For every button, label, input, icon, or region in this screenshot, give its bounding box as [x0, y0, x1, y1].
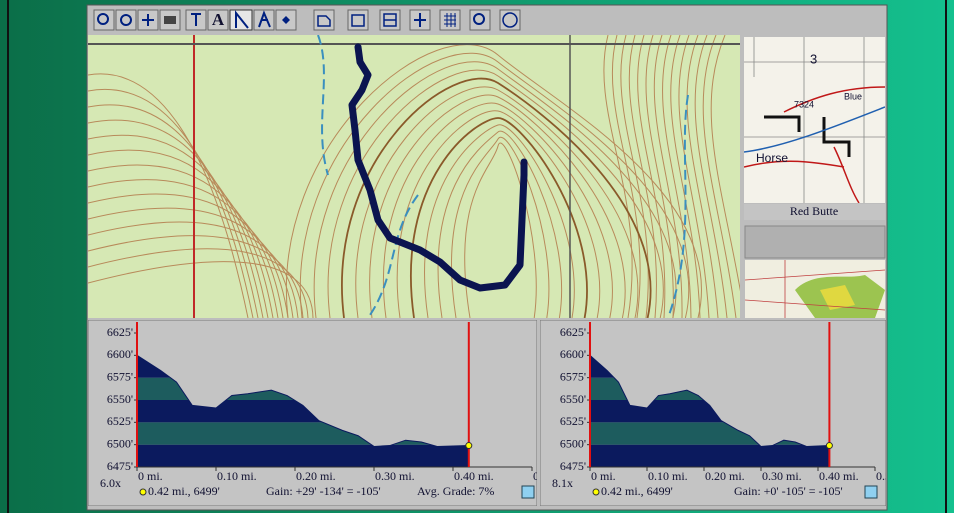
x-tick-label: 0.10 mi. [648, 469, 688, 483]
center-button[interactable] [116, 10, 136, 30]
overview-map[interactable]: 3 7324 Horse Blue [744, 37, 885, 203]
gain-text: Gain: +29' -134' = -105' [266, 484, 381, 498]
y-tick-label: 6575' [560, 369, 586, 383]
y-tick-label: 6500' [107, 436, 133, 450]
y-tick-label: 6600' [560, 347, 586, 361]
x-tick-label: 0 mi. [591, 469, 616, 483]
y-tick-label: 6525' [560, 414, 586, 428]
elevation-profile: 6475' 6500' 6525' 6550' 6575' 6600' 6625' 0 mi.… [540, 320, 916, 506]
y-tick-label: 6475' [560, 459, 586, 473]
grade-text: Avg. Grade: 7% [417, 484, 494, 498]
x-tick-label: 0.40 mi. [819, 469, 859, 483]
status-text: 0.42 mi., 6499' [148, 484, 220, 498]
gain-text: Gain: +0' -105' = -105' [734, 484, 843, 498]
map-label: 3 [810, 51, 817, 66]
y-tick-label: 6625' [560, 325, 586, 339]
zoom-in-button[interactable] [94, 10, 114, 30]
zoom-button[interactable] [522, 486, 534, 498]
status-dot [140, 489, 146, 495]
topo-map[interactable] [88, 35, 745, 318]
map-background [88, 35, 740, 318]
y-tick-label: 6525' [107, 414, 133, 428]
y-tick-label: 6575' [107, 369, 133, 383]
x-tick-label: 0.40 mi. [454, 469, 494, 483]
map-label: Blue [844, 91, 862, 101]
map-caption: Red Butte [790, 204, 838, 218]
x-tick-label: 0.10 mi. [217, 469, 257, 483]
x-tick-label: 0.30 mi. [762, 469, 802, 483]
screen: A 3 7324 Horse Blue [0, 0, 954, 513]
map-label: Horse [756, 151, 788, 165]
cursor-marker [466, 443, 472, 449]
zoom-label: 6.0x [100, 476, 121, 490]
y-tick-label: 6550' [107, 392, 133, 406]
status-text: 0.42 mi., 6499' [601, 484, 673, 498]
find-button[interactable] [470, 10, 490, 30]
status-dot [593, 489, 599, 495]
x-tick-label: 0 mi. [138, 469, 163, 483]
open-button[interactable] [314, 10, 334, 30]
y-tick-label: 6625' [107, 325, 133, 339]
hand-button[interactable] [348, 10, 368, 30]
zoom-button[interactable] [865, 486, 877, 498]
button-label: A [212, 10, 225, 29]
y-tick-label: 6500' [560, 436, 586, 450]
zoom-label: 8.1x [552, 476, 573, 490]
icon [164, 16, 176, 24]
info-panel [745, 226, 885, 258]
x-tick-label: 0.30 mi. [375, 469, 415, 483]
region-map[interactable] [745, 260, 885, 318]
elevation-profile: 6475' 6500' 6525' 6550' 6575' 6600' 6625' 0 mi.… [88, 320, 573, 506]
map-label: 7324 [794, 99, 814, 109]
x-tick-label: 0.20 mi. [296, 469, 336, 483]
cursor-marker [826, 443, 832, 449]
y-tick-label: 6550' [560, 392, 586, 406]
page: A 3 7324 Horse Blue [0, 0, 954, 513]
x-tick-label: 0.20 mi. [705, 469, 745, 483]
y-tick-label: 6600' [107, 347, 133, 361]
y-tick-label: 6475' [107, 459, 133, 473]
